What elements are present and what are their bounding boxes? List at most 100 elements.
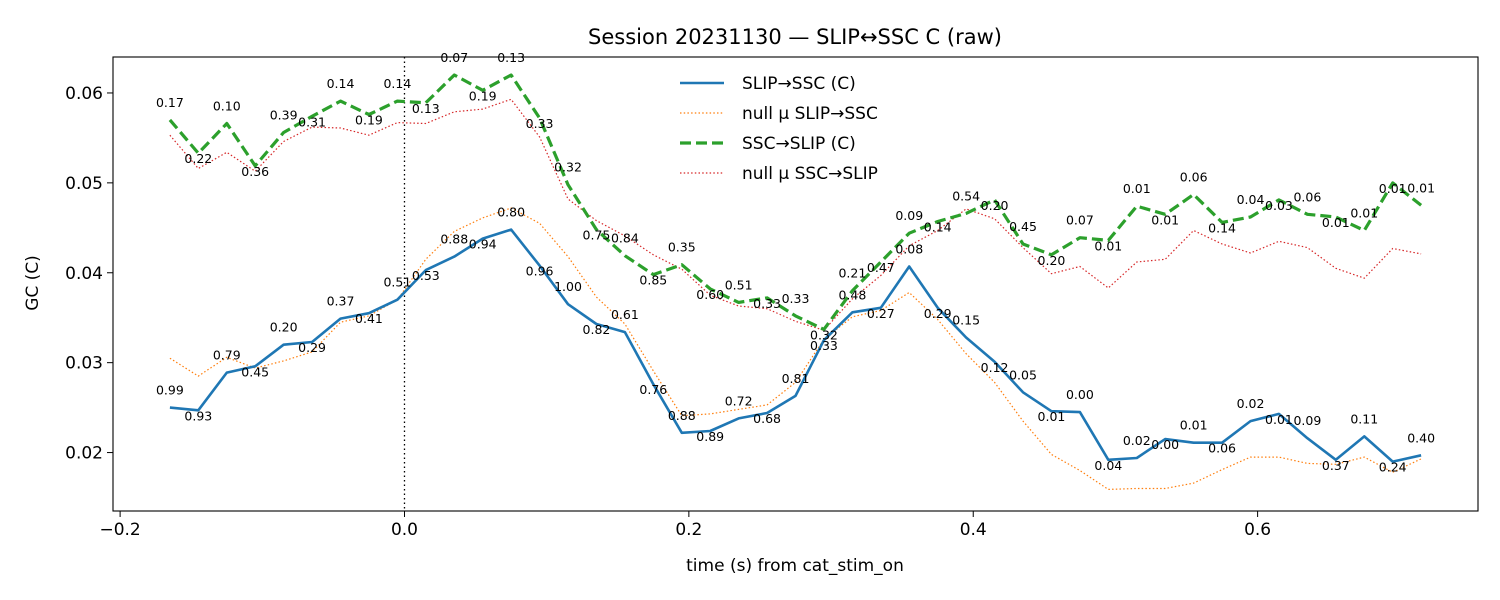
x-tick-label: 0.4 <box>960 520 987 540</box>
pvalue-label-ssc-to-slip: 0.04 <box>1237 192 1265 207</box>
pvalue-label-slip-to-ssc: 0.02 <box>1237 396 1265 411</box>
pvalue-label-ssc-to-slip: 0.14 <box>327 76 355 91</box>
pvalue-label-slip-to-ssc: 0.01 <box>1038 409 1066 424</box>
y-tick-label: 0.02 <box>65 444 103 464</box>
pvalue-label-ssc-to-slip: 0.85 <box>639 273 667 288</box>
pvalue-label-ssc-to-slip: 0.03 <box>1265 198 1293 213</box>
pvalue-label-ssc-to-slip: 0.01 <box>1322 215 1350 230</box>
pvalue-label-ssc-to-slip: 0.19 <box>355 113 383 128</box>
pvalue-label-slip-to-ssc: 0.82 <box>583 322 611 337</box>
pvalue-label-ssc-to-slip: 0.54 <box>952 188 980 203</box>
pvalue-label-slip-to-ssc: 0.72 <box>725 393 753 408</box>
pvalue-label-slip-to-ssc: 0.40 <box>1407 430 1435 445</box>
pvalue-label-slip-to-ssc: 0.01 <box>1180 418 1208 433</box>
pvalue-label-slip-to-ssc: 0.00 <box>1151 437 1179 452</box>
pvalue-label-slip-to-ssc: 0.04 <box>1094 458 1122 473</box>
series-ssc-to-slip-line <box>168 73 1423 331</box>
pvalue-label-ssc-to-slip: 0.01 <box>1123 181 1151 196</box>
pvalue-label-slip-to-ssc: 0.24 <box>1379 460 1407 475</box>
pvalue-label-slip-to-ssc: 0.48 <box>838 287 866 302</box>
x-tick-label: −0.2 <box>99 520 140 540</box>
pvalue-label-slip-to-ssc: 1.00 <box>554 279 582 294</box>
pvalue-label-ssc-to-slip: 0.09 <box>895 208 923 223</box>
pvalue-label-slip-to-ssc: 0.00 <box>1066 387 1094 402</box>
pvalue-label-ssc-to-slip: 0.45 <box>1009 219 1037 234</box>
pvalue-label-slip-to-ssc: 0.79 <box>213 348 241 363</box>
series-null-ssc-to-slip-line <box>169 98 1422 331</box>
legend-label-series-ssc-to-slip: SSC→SLIP (C) <box>742 134 856 154</box>
pvalue-label-slip-to-ssc: 0.76 <box>639 382 667 397</box>
plot-frame <box>112 56 1479 512</box>
pvalue-label-slip-to-ssc: 0.37 <box>327 294 355 309</box>
pvalue-label-slip-to-ssc: 0.37 <box>1322 458 1350 473</box>
pvalue-label-slip-to-ssc: 0.81 <box>782 371 810 386</box>
pvalue-label-ssc-to-slip: 0.36 <box>241 164 269 179</box>
pvalue-label-slip-to-ssc: 0.11 <box>1350 411 1378 426</box>
pvalue-label-slip-to-ssc: 0.29 <box>298 340 326 355</box>
pvalue-label-slip-to-ssc: 0.96 <box>526 264 554 279</box>
pvalue-label-slip-to-ssc: 0.88 <box>668 408 696 423</box>
pvalue-label-slip-to-ssc: 0.80 <box>497 205 525 220</box>
pvalue-label-ssc-to-slip: 0.60 <box>696 287 724 302</box>
y-tick-label: 0.05 <box>65 174 103 194</box>
y-tick-label: 0.04 <box>65 264 103 284</box>
pvalue-label-ssc-to-slip: 0.84 <box>611 231 639 246</box>
pvalue-label-slip-to-ssc: 0.12 <box>981 360 1009 375</box>
chart-title: Session 20231130 — SLIP↔SSC C (raw) <box>588 25 1002 49</box>
pvalue-label-ssc-to-slip: 0.19 <box>469 88 497 103</box>
pvalue-label-ssc-to-slip: 0.51 <box>725 277 753 292</box>
pvalue-label-slip-to-ssc: 0.53 <box>412 268 440 283</box>
pvalue-label-slip-to-ssc: 0.09 <box>1293 413 1321 428</box>
pvalue-label-slip-to-ssc: 0.29 <box>924 306 952 321</box>
x-axis-label: time (s) from cat_stim_on <box>686 556 904 576</box>
pvalue-label-ssc-to-slip: 0.17 <box>156 95 184 110</box>
legend-label-series-null-ssc-to-slip: null μ SSC→SLIP <box>742 164 878 184</box>
series-slip-to-ssc-line <box>169 228 1422 463</box>
pvalue-label-ssc-to-slip: 0.01 <box>1379 181 1407 196</box>
pvalue-label-ssc-to-slip: 0.01 <box>1350 206 1378 221</box>
pvalue-label-slip-to-ssc: 0.51 <box>383 275 411 290</box>
pvalue-label-ssc-to-slip: 0.01 <box>1407 180 1435 195</box>
legend-label-series-null-slip-to-ssc: null μ SLIP→SSC <box>742 104 878 124</box>
pvalue-label-ssc-to-slip: 0.31 <box>298 114 326 129</box>
pvalue-label-ssc-to-slip: 0.33 <box>526 116 554 131</box>
pvalue-label-slip-to-ssc: 0.68 <box>753 411 781 426</box>
x-tick-label: 0.6 <box>1244 520 1271 540</box>
pvalue-label-ssc-to-slip: 0.01 <box>1094 238 1122 253</box>
pvalue-label-ssc-to-slip: 0.47 <box>867 260 895 275</box>
pvalue-label-slip-to-ssc: 0.33 <box>810 338 838 353</box>
pvalue-label-slip-to-ssc: 0.20 <box>270 320 298 335</box>
pvalue-label-slip-to-ssc: 0.99 <box>156 383 184 398</box>
x-tick-label: 0.2 <box>675 520 702 540</box>
axes: −0.2 0.0 0.2 0.4 0.60.020.030.040.050.06 <box>65 56 1479 540</box>
pvalue-label-slip-to-ssc: 0.89 <box>696 429 724 444</box>
pvalue-label-slip-to-ssc: 0.61 <box>611 307 639 322</box>
pvalue-label-ssc-to-slip: 0.14 <box>383 76 411 91</box>
pvalue-label-ssc-to-slip: 0.06 <box>1293 189 1321 204</box>
y-axis-label: GC (C) <box>23 255 43 311</box>
pvalue-label-ssc-to-slip: 0.14 <box>924 220 952 235</box>
pvalue-label-ssc-to-slip: 0.33 <box>782 291 810 306</box>
pvalue-label-slip-to-ssc: 0.94 <box>469 237 497 252</box>
legend: SLIP→SSC (C) null μ SLIP→SSC SSC→SLIP (C) n… <box>680 74 878 184</box>
pvalue-label-ssc-to-slip: 0.39 <box>270 108 298 123</box>
pvalue-label-ssc-to-slip: 0.33 <box>753 296 781 311</box>
pvalue-label-slip-to-ssc: 0.41 <box>355 311 383 326</box>
pvalue-label-slip-to-ssc: 0.05 <box>1009 367 1037 382</box>
pvalue-label-slip-to-ssc: 0.27 <box>867 306 895 321</box>
pvalue-label-slip-to-ssc: 0.08 <box>895 241 923 256</box>
pvalue-label-slip-to-ssc: 0.15 <box>952 312 980 327</box>
pvalue-label-ssc-to-slip: 0.35 <box>668 240 696 255</box>
pvalue-label-ssc-to-slip: 0.20 <box>981 198 1009 213</box>
pvalue-label-slip-to-ssc: 0.45 <box>241 364 269 379</box>
pvalue-label-slip-to-ssc: 0.88 <box>440 232 468 247</box>
pvalue-label-ssc-to-slip: 0.13 <box>412 101 440 116</box>
pvalue-label-ssc-to-slip: 0.07 <box>1066 213 1094 228</box>
pvalue-label-ssc-to-slip: 0.22 <box>184 151 212 166</box>
plot-area: 0.990.930.790.450.200.290.370.410.51 0.53… <box>156 50 1435 511</box>
legend-label-series-slip-to-ssc: SLIP→SSC (C) <box>742 74 856 94</box>
pvalue-label-slip-to-ssc: 0.01 <box>1265 412 1293 427</box>
pvalue-label-ssc-to-slip: 0.14 <box>1208 220 1236 235</box>
pvalue-label-ssc-to-slip: 0.32 <box>810 327 838 342</box>
